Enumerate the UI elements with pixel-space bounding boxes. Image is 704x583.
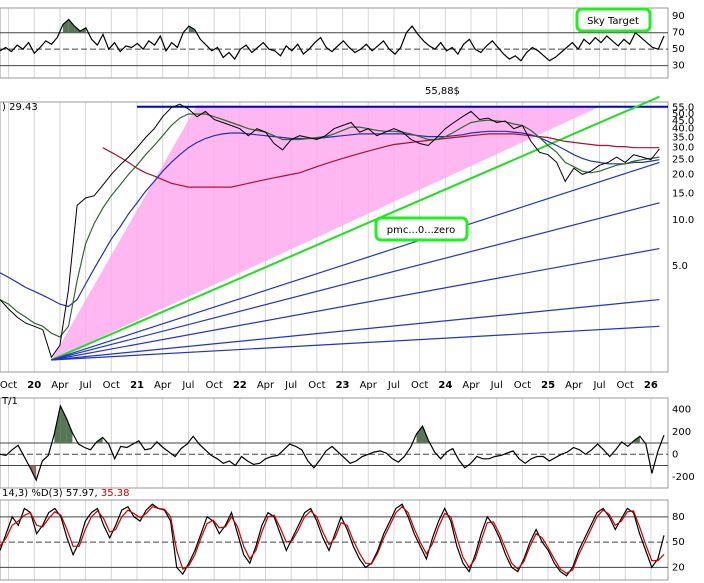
price-frame (0, 101, 669, 373)
y-tick-label: 0 (672, 449, 678, 460)
x-tick-label: Oct (103, 380, 120, 391)
stochastic-panel (0, 503, 668, 577)
stochastic-k-value: 57.97, (66, 488, 101, 499)
x-tick-label: Oct (205, 380, 222, 391)
fan-line-3 (51, 247, 660, 361)
x-tick-label: 22 (233, 380, 247, 391)
x-tick-label: Oct (411, 380, 428, 391)
y-tick-label: 80 (672, 512, 685, 523)
ma-mid-line (0, 130, 660, 308)
pmc-zero-label: pmc...0...zero (387, 225, 455, 236)
price-y-tick-label: 35.0 (672, 133, 694, 144)
stoch-frame (0, 499, 669, 581)
overbought-fill (66, 418, 73, 443)
price-y-tick-label: 20.0 (672, 169, 694, 180)
sky-target-box (575, 7, 652, 33)
annotation-layer: ) 29.43 T/1 14,3) %D(3) 57.97, 35.38 55,88$… (1, 7, 652, 499)
x-tick-label: Apr (257, 380, 275, 391)
rsi-panel (0, 18, 668, 67)
y-tick-label: 50 (672, 537, 685, 548)
x-tick-label: Oct (514, 380, 531, 391)
oscillator-header: T/1 (1, 396, 18, 407)
price-y-tick-label: 5.0 (672, 261, 688, 272)
x-tick-label: Jul (181, 380, 194, 391)
price-y-tick-label: 15.0 (672, 188, 694, 199)
x-tick-label: Apr (154, 380, 172, 391)
pmc-zero-box (374, 216, 469, 242)
series-line-1 (0, 505, 665, 575)
shaded-triangle (51, 105, 600, 360)
target-price-annotation: 55,88$ (425, 86, 460, 97)
stochastic-header: 14,3) %D(3) 57.97, 35.38 (2, 488, 130, 499)
y-tick-label: 20 (672, 562, 685, 573)
price-y-tick-label: 55.0 (672, 103, 694, 114)
y-tick-label: 50 (672, 44, 685, 55)
fan-line-0 (50, 95, 660, 361)
x-tick-label: 23 (336, 380, 350, 391)
ma-short-line (0, 113, 660, 338)
fan-line-4 (51, 298, 660, 361)
price-line (0, 103, 660, 359)
y-tick-label: -200 (672, 472, 695, 483)
series-line-0 (0, 404, 665, 482)
price-y-tick-label: 50.0 (672, 109, 694, 120)
x-tick-label: 26 (644, 380, 658, 391)
sky-target-label: Sky Target (587, 16, 639, 27)
x-tick-label: 20 (27, 380, 41, 391)
x-tick-label: 24 (438, 380, 452, 391)
x-tick-label: 25 (541, 380, 555, 391)
stochastic-d-value: 35.38 (101, 488, 130, 499)
x-tick-label: Apr (360, 380, 378, 391)
y-tick-label: 400 (672, 404, 691, 415)
x-tick-label: Oct (617, 380, 634, 391)
fan-line-1 (51, 161, 660, 361)
price-panel (0, 95, 668, 361)
x-tick-label: Oct (308, 380, 325, 391)
y-tick-label: 30 (672, 61, 685, 72)
x-tick-label: Jul (387, 380, 400, 391)
fan-line-2 (51, 202, 660, 361)
overbought-fill (68, 19, 75, 33)
price-y-tick-label: 45.0 (672, 116, 694, 127)
x-tick-label: Apr (462, 380, 480, 391)
overbought-fill (188, 26, 195, 33)
x-tick-label: 21 (130, 380, 144, 391)
ma-long-line (102, 133, 660, 188)
x-tick-label: Jul (284, 380, 297, 391)
x-tick-label: Jul (592, 380, 605, 391)
price-y-tick-label: 25.0 (672, 155, 694, 166)
x-tick-label: Jul (490, 380, 503, 391)
price-y-tick-label: 40.0 (672, 124, 694, 135)
series-line-0 (0, 18, 665, 62)
price-header-value: ) 29.43 (2, 102, 38, 113)
x-tick-label: Jul (79, 380, 92, 391)
series-line-0 (0, 503, 665, 577)
axis-layer: 90 70 50 30 400 200 0 -200 80 50 20 55.050.045.040.… (0, 11, 695, 573)
overbought-fill (416, 426, 423, 443)
y-tick-label: 70 (672, 28, 685, 39)
fan-line-5 (51, 325, 660, 361)
price-y-tick-label: 10.0 (672, 215, 694, 226)
x-tick-label: Apr (51, 380, 69, 391)
overbought-fill (62, 19, 69, 33)
y-tick-label: 200 (672, 427, 691, 438)
rsi-frame (0, 7, 669, 79)
price-y-tick-label: 30.0 (672, 143, 694, 154)
y-tick-label: 90 (672, 11, 685, 22)
x-tick-label: Oct (0, 380, 17, 391)
oscillator-panel (0, 404, 668, 482)
x-tick-label: Apr (565, 380, 583, 391)
